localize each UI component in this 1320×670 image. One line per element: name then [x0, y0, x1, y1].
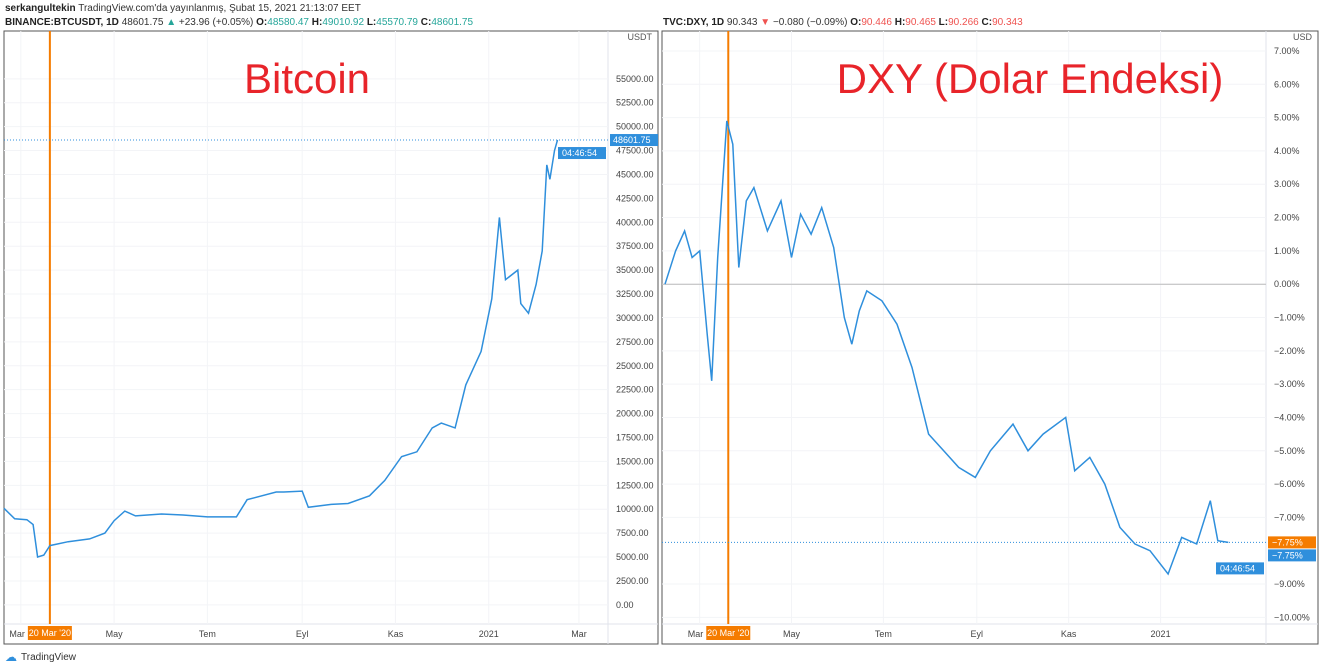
x-tick-label: Mar	[571, 629, 587, 639]
cloud-icon: ☁	[5, 650, 17, 664]
y-tick-label: 0.00	[616, 600, 634, 610]
price-badge-label: 48601.75	[613, 135, 651, 145]
triangle-up-icon: ▲	[166, 17, 177, 28]
currency-label: USDT	[628, 32, 653, 42]
y-tick-label: 4.00%	[1274, 146, 1300, 156]
countdown-badge	[1216, 562, 1264, 575]
price-badge-alt	[1268, 536, 1316, 549]
currency-label: USD	[1293, 32, 1313, 42]
change: −0.080 (−0.09%)	[772, 17, 848, 28]
y-tick-label: 47500.00	[616, 146, 654, 156]
y-tick-label: 35000.00	[616, 265, 654, 275]
y-tick-label: 50000.00	[616, 122, 654, 132]
chart-title: DXY (Dolar Endeksi)	[837, 55, 1224, 102]
x-tick-label: May	[783, 629, 801, 639]
close: 90.343	[992, 17, 1023, 28]
chart-title: Bitcoin	[244, 55, 370, 102]
x-tick-label: Mar	[688, 629, 704, 639]
chart-panel	[3, 30, 659, 645]
y-tick-label: 52500.00	[616, 98, 654, 108]
y-tick-label: 40000.00	[616, 217, 654, 227]
last: 48601.75	[121, 17, 164, 28]
y-tick-label: 32500.00	[616, 289, 654, 299]
y-tick-label: 15000.00	[616, 456, 654, 466]
triangle-down-icon: ▼	[760, 17, 771, 28]
y-tick-label: 7500.00	[616, 528, 649, 538]
high: 90.465	[905, 17, 936, 28]
y-tick-label: −6.00%	[1274, 479, 1305, 489]
price-line	[664, 120, 1229, 576]
tradingview-logo[interactable]: ☁ TradingView	[5, 650, 76, 664]
y-tick-label: 25000.00	[616, 361, 654, 371]
y-tick-label: 55000.00	[616, 74, 654, 84]
y-tick-label: 2.00%	[1274, 213, 1300, 223]
y-tick-label: 45000.00	[616, 169, 654, 179]
y-tick-label: 30000.00	[616, 313, 654, 323]
date-marker-label: 20 Mar '20	[29, 628, 71, 638]
price-badge-alt-label: −7.75%	[1272, 537, 1303, 547]
y-tick-label: 37500.00	[616, 241, 654, 251]
open: 90.446	[861, 17, 892, 28]
y-tick-label: 0.00%	[1274, 279, 1300, 289]
y-tick-label: 3.00%	[1274, 179, 1300, 189]
dxy-legend: TVC:DXY, 1D 90.343 ▼ −0.080 (−0.09%) O:9…	[663, 17, 1023, 28]
y-tick-label: −3.00%	[1274, 379, 1305, 389]
y-tick-label: 5.00%	[1274, 113, 1300, 123]
price-badge	[1268, 549, 1316, 562]
y-tick-label: −4.00%	[1274, 412, 1305, 422]
open: 48580.47	[267, 17, 309, 28]
y-tick-label: −2.00%	[1274, 346, 1305, 356]
last: 90.343	[726, 17, 758, 28]
x-tick-label: Mar	[9, 629, 25, 639]
y-tick-label: 27500.00	[616, 337, 654, 347]
x-tick-label: Tem	[199, 629, 216, 639]
close: 48601.75	[431, 17, 474, 28]
brand: TradingView	[21, 651, 77, 663]
y-tick-label: −1.00%	[1274, 313, 1305, 323]
change: +23.96 (+0.05%)	[178, 17, 254, 28]
price-badge	[610, 134, 658, 147]
x-tick-label: Tem	[875, 629, 892, 639]
y-tick-label: 6.00%	[1274, 79, 1300, 89]
published-text: TradingView.com'da yayınlanmış, Şubat 15…	[78, 3, 361, 14]
date-marker-label: 20 Mar '20	[707, 628, 749, 638]
x-tick-label: Kas	[1061, 629, 1077, 639]
countdown-badge	[558, 147, 606, 160]
y-tick-label: 10000.00	[616, 504, 654, 514]
y-tick-label: 20000.00	[616, 409, 654, 419]
y-tick-label: 42500.00	[616, 193, 654, 203]
x-tick-label: May	[106, 629, 124, 639]
date-marker-badge	[27, 626, 72, 640]
symbol: BINANCE:BTCUSDT, 1D	[5, 17, 119, 28]
price-badge-label: −7.75%	[1272, 550, 1303, 560]
y-tick-label: 1.00%	[1274, 246, 1300, 256]
y-tick-label: −5.00%	[1274, 446, 1305, 456]
y-tick-label: −9.00%	[1274, 579, 1305, 589]
y-tick-label: 5000.00	[616, 552, 649, 562]
low: 45570.79	[376, 17, 418, 28]
publish-info: serkangultekin TradingView.com'da yayınl…	[5, 3, 361, 14]
high: 49010.92	[322, 17, 365, 28]
countdown-label: 04:46:54	[562, 148, 597, 158]
x-tick-label: Kas	[388, 629, 404, 639]
btc-legend: BINANCE:BTCUSDT, 1D 48601.75 ▲ +23.96 (+…	[5, 17, 474, 28]
chart-panel	[661, 30, 1319, 645]
y-tick-label: 7.00%	[1274, 46, 1300, 56]
y-tick-label: −7.00%	[1274, 512, 1305, 522]
x-tick-label: Eyl	[296, 629, 309, 639]
x-tick-label: 2021	[1151, 629, 1171, 639]
symbol: TVC:DXY, 1D	[663, 17, 725, 28]
countdown-label: 04:46:54	[1220, 563, 1255, 573]
y-tick-label: 22500.00	[616, 385, 654, 395]
y-tick-label: −10.00%	[1274, 612, 1310, 622]
y-tick-label: 17500.00	[616, 432, 654, 442]
y-tick-label: 12500.00	[616, 480, 654, 490]
author[interactable]: serkangultekin	[5, 3, 76, 14]
date-marker-badge	[706, 626, 751, 640]
x-tick-label: 2021	[479, 629, 499, 639]
y-tick-label: 2500.00	[616, 576, 649, 586]
x-tick-label: Eyl	[971, 629, 984, 639]
low: 90.266	[948, 17, 979, 28]
